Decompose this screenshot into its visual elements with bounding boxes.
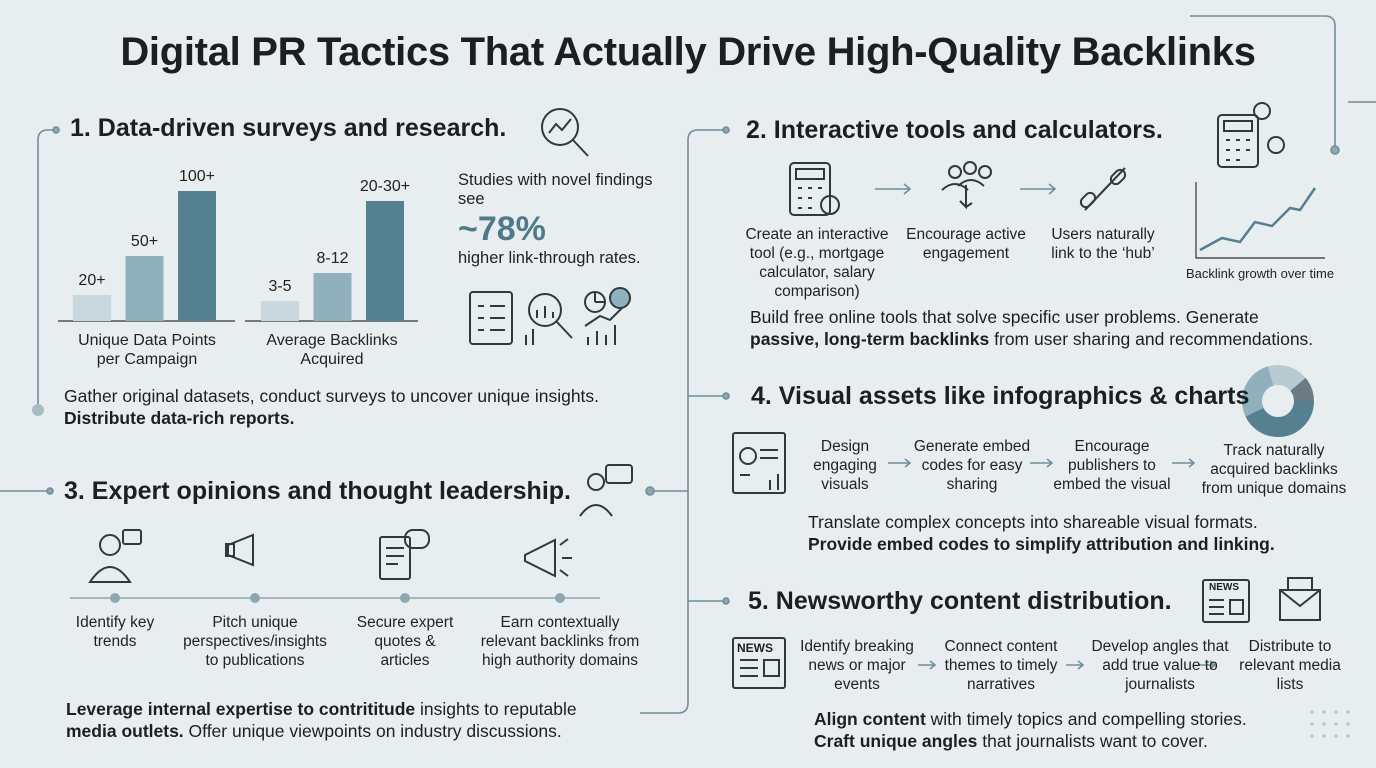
arrow [918, 660, 1217, 670]
stat-figure: ~78% [458, 210, 546, 248]
icon [732, 432, 786, 494]
text: Offer unique viewpoints on industry disc… [183, 721, 562, 741]
text: that journalists want to cover. [977, 731, 1208, 751]
icon [88, 464, 633, 583]
section-heading: 4. Visual assets like infographics & cha… [751, 382, 1250, 410]
stat-lead: Studies with novel findings see [458, 171, 653, 208]
dots [1310, 710, 1350, 738]
timeline-dots [110, 593, 565, 603]
icon-label: NEWS [737, 641, 773, 655]
chart-caption: Backlink growth over time [1185, 266, 1335, 281]
arrow [888, 458, 1196, 468]
description: Gather original datasets, conduct survey… [64, 385, 599, 429]
bar [125, 256, 164, 321]
text: Gather original datasets, conduct survey… [64, 386, 600, 406]
step: Distribute to relevant media lists [1239, 638, 1341, 693]
icon-label: NEWS [1209, 582, 1239, 593]
bar [366, 201, 404, 321]
bar [73, 295, 111, 321]
icon [732, 577, 1321, 689]
bar [313, 273, 352, 321]
value-label: 100+ [179, 168, 215, 185]
section-heading: 3. Expert opinions and thought leadershi… [64, 477, 571, 505]
step: Secure expert quotes & articles [356, 614, 454, 669]
arrow [875, 183, 1057, 195]
strong: Craft unique angles [814, 731, 978, 751]
value-label: 50+ [131, 233, 158, 250]
strong: Align content [814, 709, 926, 729]
text: insights to reputable [415, 699, 577, 719]
strong: Leverage internal expertise to contritit… [66, 699, 416, 719]
bar [178, 191, 216, 321]
icon [789, 102, 1285, 216]
text: from user sharing and recommendations. [989, 329, 1314, 349]
chart-caption: Unique Data Points per Campaign [78, 332, 216, 368]
step: Users naturally link to the ‘hub’ [1051, 226, 1155, 262]
step: Identify breaking news or major events [800, 638, 914, 693]
step: Earn contextually relevant backlinks fro… [480, 614, 640, 669]
title: Digital PR Tactics That Actually Drive H… [120, 30, 1256, 74]
value-label: 3-5 [268, 278, 291, 295]
step: Design engaging visuals [813, 438, 877, 493]
section-heading: 2. Interactive tools and calculators. [746, 116, 1163, 144]
bar [261, 301, 299, 321]
strong: Distribute data-rich reports. [64, 408, 295, 428]
connectors [0, 15, 1376, 714]
step: Generate embed codes for easy sharing [913, 438, 1031, 493]
step: Create an interactive tool (e.g., mortga… [745, 226, 889, 300]
bar-charts: 20+ 50+ 100+ 3-5 8-12 20-30+ [73, 168, 410, 321]
icon [469, 287, 631, 345]
text: Translate complex concepts into shareabl… [808, 512, 1258, 532]
step: Encourage publishers to embed the visual [1053, 438, 1171, 493]
description: Leverage internal expertise to contritit… [66, 698, 577, 742]
value-label: 8-12 [316, 250, 348, 267]
growth-chart [1195, 182, 1325, 259]
value-label: 20-30+ [360, 178, 410, 195]
step: Develop angles that add true value to jo… [1091, 638, 1229, 693]
strong: passive, long-term backlinks [750, 329, 990, 349]
section-heading: 5. Newsworthy content distribution. [748, 587, 1172, 615]
strong: media outlets. [66, 721, 184, 741]
icon [541, 108, 589, 157]
text: with timely topics and compelling storie… [925, 709, 1247, 729]
text: Build free online tools that solve speci… [750, 307, 1259, 327]
strong: Provide embed codes to simplify attribut… [808, 534, 1275, 554]
step: Connect content themes to timely narrati… [944, 638, 1058, 693]
chart-caption: Average Backlinks Acquired [266, 332, 398, 368]
section-heading: 1. Data-driven surveys and research. [70, 114, 507, 142]
step: Identify key trends [75, 614, 155, 650]
step: Encourage active engagement [906, 226, 1026, 262]
description: Build free online tools that solve speci… [750, 306, 1313, 350]
stat-tail: higher link-through rates. [458, 249, 641, 267]
donut [1242, 365, 1314, 437]
description: Translate complex concepts into shareabl… [808, 511, 1275, 555]
step: Pitch unique perspectives/insights to pu… [183, 614, 327, 669]
description: Align content with timely topics and com… [814, 708, 1247, 752]
step: Track naturally acquired backlinks from … [1201, 442, 1347, 497]
value-label: 20+ [78, 272, 105, 289]
